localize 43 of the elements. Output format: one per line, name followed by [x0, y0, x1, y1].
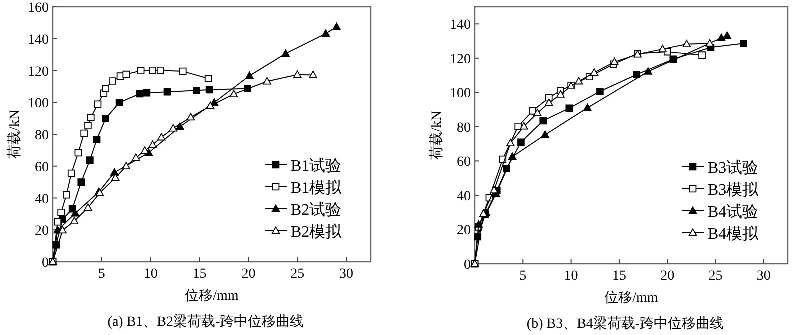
y-tick-label: 40 [35, 192, 49, 208]
x-tick-label: 15 [612, 269, 626, 284]
y-tick-label: 20 [35, 224, 49, 240]
y-tick-label: 40 [457, 189, 471, 204]
x-tick-label: 30 [756, 269, 771, 284]
legend-label: B2试验 [291, 201, 342, 219]
x-tick-label: 15 [192, 267, 207, 282]
y-tick-label: 140 [28, 32, 49, 48]
text: (b) B3、B4梁荷载-跨中位移曲线 [526, 316, 724, 332]
x-tick-label: 30 [340, 267, 354, 282]
legend-label: B1模拟 [291, 179, 343, 197]
legend-label: B2模拟 [291, 223, 343, 241]
y-tick-label: 20 [457, 224, 471, 239]
legend-label: B3模拟 [708, 181, 760, 199]
legend-label: B4模拟 [708, 225, 760, 243]
y-tick-label: 0 [42, 256, 49, 271]
y-tick-label: 120 [450, 52, 471, 68]
x-axis-title: 位移/mm [604, 290, 658, 306]
x-tick-label: 5 [98, 267, 106, 282]
y-tick-label: 100 [28, 96, 49, 112]
x-tick-label: 20 [242, 267, 256, 282]
legend-label: B1试验 [291, 157, 342, 175]
y-tick-label: 140 [450, 18, 471, 34]
x-axis-title: 位移/mm [185, 288, 239, 304]
x-tick-label: 25 [708, 269, 723, 284]
y-tick-label: 120 [28, 64, 49, 80]
x-tick-label: 10 [564, 269, 578, 284]
y-tick-label: 0 [464, 258, 471, 273]
x-tick-label: 10 [144, 267, 158, 282]
y-axis-title: 荷载/kN [429, 111, 445, 160]
y-tick-label: 60 [35, 160, 49, 176]
y-tick-label: 160 [28, 1, 49, 16]
text: (a) B1、B2梁荷载-跨中位移曲线 [108, 314, 304, 330]
y-tick-label: 80 [457, 120, 471, 136]
legend-label: B4试验 [708, 203, 759, 221]
x-tick-label: 5 [520, 269, 527, 284]
legend-label: B3试验 [708, 159, 759, 177]
x-tick-label: 20 [660, 269, 675, 284]
x-tick-label: 25 [290, 267, 305, 282]
y-axis-title: 荷载/kN [7, 110, 23, 159]
y-tick-label: 100 [450, 86, 471, 102]
y-tick-label: 80 [35, 128, 49, 144]
y-tick-label: 60 [457, 155, 471, 170]
